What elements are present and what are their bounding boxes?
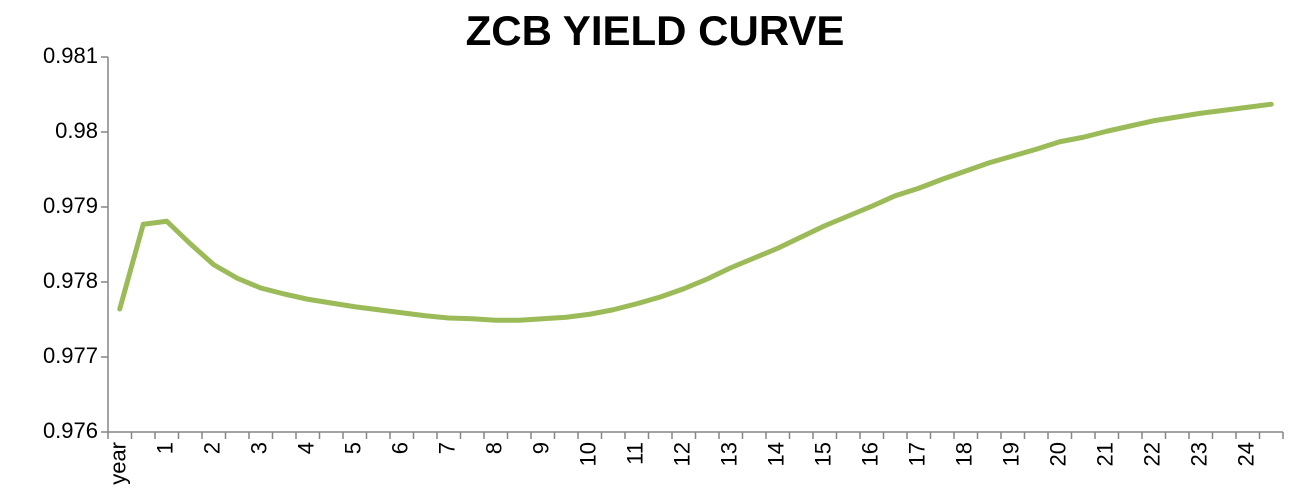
y-tick-label: 0.976 xyxy=(43,418,98,443)
y-tick-label: 0.978 xyxy=(43,268,98,293)
x-tick-label: 13 xyxy=(717,442,742,466)
x-tick-label: 14 xyxy=(764,442,789,466)
y-tick-label: 0.977 xyxy=(43,343,98,368)
x-tick-label: 17 xyxy=(905,442,930,466)
x-tick-label: 12 xyxy=(670,442,695,466)
x-tick-label: 11 xyxy=(623,442,648,465)
x-tick-label: 1 xyxy=(153,442,178,454)
x-tick-label: 2 xyxy=(200,442,225,454)
line xyxy=(117,101,1274,323)
x-tick-label: 6 xyxy=(388,442,413,454)
x-tick-label: 5 xyxy=(341,442,366,454)
y-tick-label: 0.981 xyxy=(43,43,98,68)
chart-title: ZCB YIELD CURVE xyxy=(466,7,845,54)
x-tick-label: 15 xyxy=(811,442,836,466)
x-tick-label: 18 xyxy=(952,442,977,466)
x-tick-label: year xyxy=(106,442,131,485)
y-tick-label: 0.98 xyxy=(55,118,98,143)
x-tick-label: 7 xyxy=(435,442,460,454)
x-tick-label: 19 xyxy=(999,442,1024,466)
x-tick-label: 16 xyxy=(858,442,883,466)
x-tick-label: 9 xyxy=(529,442,554,454)
x-tick-label: 23 xyxy=(1187,442,1212,466)
x-tick-label: 22 xyxy=(1140,442,1165,466)
x-tick-label: 21 xyxy=(1093,442,1118,466)
x-tick-label: 10 xyxy=(576,442,601,466)
x-tick-label: 3 xyxy=(247,442,272,454)
x-tick-label: 4 xyxy=(294,442,319,454)
y-tick-label: 0.979 xyxy=(43,193,98,218)
x-tick-label: 20 xyxy=(1046,442,1071,466)
x-tick-label: 8 xyxy=(482,442,507,454)
x-tick-label: 24 xyxy=(1234,442,1259,466)
